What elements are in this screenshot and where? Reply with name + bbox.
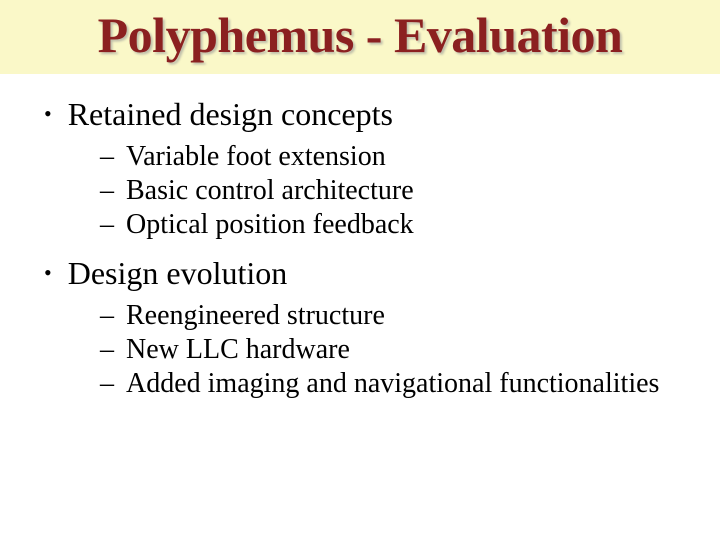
- bullet-sub-text: Optical position feedback: [126, 209, 414, 241]
- bullet-dot-icon: •: [44, 103, 52, 125]
- dash-icon: –: [100, 334, 114, 366]
- bullet-sub: – Basic control architecture: [100, 175, 684, 207]
- bullet-sub-text: Reengineered structure: [126, 300, 385, 332]
- bullet-main: • Retained design concepts: [44, 96, 684, 133]
- bullet-sub: – Optical position feedback: [100, 209, 684, 241]
- dash-icon: –: [100, 209, 114, 241]
- sub-list: – Variable foot extension – Basic contro…: [100, 141, 684, 241]
- bullet-sub: – New LLC hardware: [100, 334, 684, 366]
- bullet-main-text: Retained design concepts: [68, 96, 393, 133]
- bullet-sub-text: Added imaging and navigational functiona…: [126, 368, 659, 400]
- bullet-sub: – Added imaging and navigational functio…: [100, 368, 684, 400]
- dash-icon: –: [100, 368, 114, 400]
- dash-icon: –: [100, 175, 114, 207]
- bullet-sub: – Variable foot extension: [100, 141, 684, 173]
- bullet-sub-text: Variable foot extension: [126, 141, 386, 173]
- bullet-sub-text: New LLC hardware: [126, 334, 350, 366]
- slide-title: Polyphemus - Evaluation: [14, 6, 706, 64]
- bullet-dot-icon: •: [44, 262, 52, 284]
- bullet-main-text: Design evolution: [68, 255, 288, 292]
- bullet-sub-text: Basic control architecture: [126, 175, 414, 207]
- title-bar: Polyphemus - Evaluation: [0, 0, 720, 74]
- bullet-main: • Design evolution: [44, 255, 684, 292]
- dash-icon: –: [100, 300, 114, 332]
- dash-icon: –: [100, 141, 114, 173]
- slide-content: • Retained design concepts – Variable fo…: [0, 74, 720, 400]
- bullet-sub: – Reengineered structure: [100, 300, 684, 332]
- sub-list: – Reengineered structure – New LLC hardw…: [100, 300, 684, 400]
